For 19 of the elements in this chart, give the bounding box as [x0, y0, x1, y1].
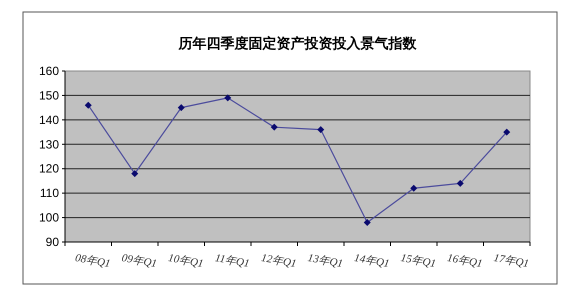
y-tick-label: 150: [38, 88, 60, 102]
y-tick-label: 100: [38, 210, 60, 225]
x-tick-label: 12年Q1: [260, 252, 298, 270]
y-tick-label: 90: [46, 235, 60, 249]
x-tick-label: 14年Q1: [353, 252, 390, 270]
y-tick-label: 120: [38, 162, 60, 176]
y-tick-label: 140: [38, 112, 60, 127]
y-tick-label: 160: [38, 64, 60, 78]
x-tick-label: 08年Q1: [74, 252, 112, 270]
x-tick-label: 11年Q1: [214, 252, 250, 270]
x-tick-label: 09年Q1: [120, 252, 158, 270]
x-tick-label: 16年Q1: [446, 252, 484, 270]
chart-title: 历年四季度固定资产投资投入景气指数: [178, 35, 418, 52]
x-tick-label: 17年Q1: [492, 252, 530, 270]
x-tick-label: 15年Q1: [400, 252, 437, 270]
x-tick-label: 10年Q1: [167, 252, 204, 270]
x-tick-label: 13年Q1: [306, 252, 344, 270]
y-tick-label: 110: [40, 186, 60, 200]
y-tick-label: 130: [38, 137, 60, 152]
